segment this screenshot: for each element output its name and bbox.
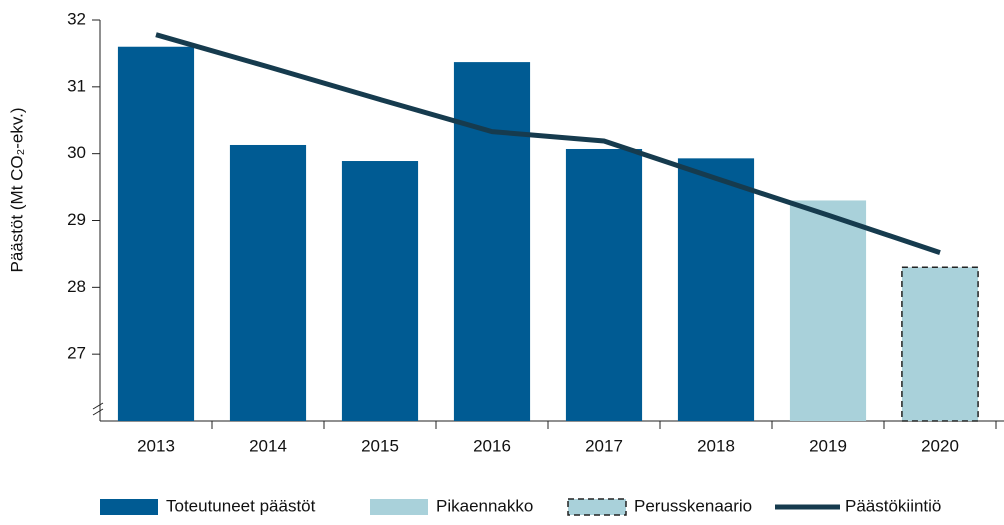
legend-swatch	[567, 498, 627, 516]
y-axis-label: Päästöt (Mt CO₂-ekv.)	[7, 108, 26, 273]
bar	[901, 266, 979, 422]
x-tick-label: 2016	[473, 436, 511, 455]
legend-label: Pikaennakko	[436, 496, 533, 515]
x-tick-label: 2014	[249, 436, 287, 455]
bar	[453, 62, 531, 421]
y-tick-label: 32	[67, 9, 86, 28]
bar	[677, 158, 755, 421]
axis-break	[92, 402, 104, 416]
y-tick-label: 27	[67, 344, 86, 363]
x-tick-label: 2019	[809, 436, 847, 455]
legend-swatch	[100, 499, 158, 515]
bar	[341, 161, 419, 422]
y-tick-label: 29	[67, 210, 86, 229]
x-tick-label: 2018	[697, 436, 735, 455]
x-tick-label: 2013	[137, 436, 175, 455]
legend-label: Toteutuneet päästöt	[166, 496, 316, 515]
x-tick-label: 2020	[921, 436, 959, 455]
x-tick-label: 2017	[585, 436, 623, 455]
bar	[789, 200, 867, 421]
bar	[565, 148, 643, 421]
line	[155, 32, 941, 255]
bar	[229, 144, 307, 421]
bar	[117, 46, 195, 421]
x-tick-label: 2015	[361, 436, 399, 455]
legend-swatch	[370, 499, 428, 515]
y-tick-label: 30	[67, 143, 86, 162]
y-tick-label: 28	[67, 277, 86, 296]
legend-label: Päästökiintiö	[845, 496, 941, 515]
y-tick-label: 31	[67, 76, 86, 95]
legend-label: Perusskenaario	[634, 496, 752, 515]
